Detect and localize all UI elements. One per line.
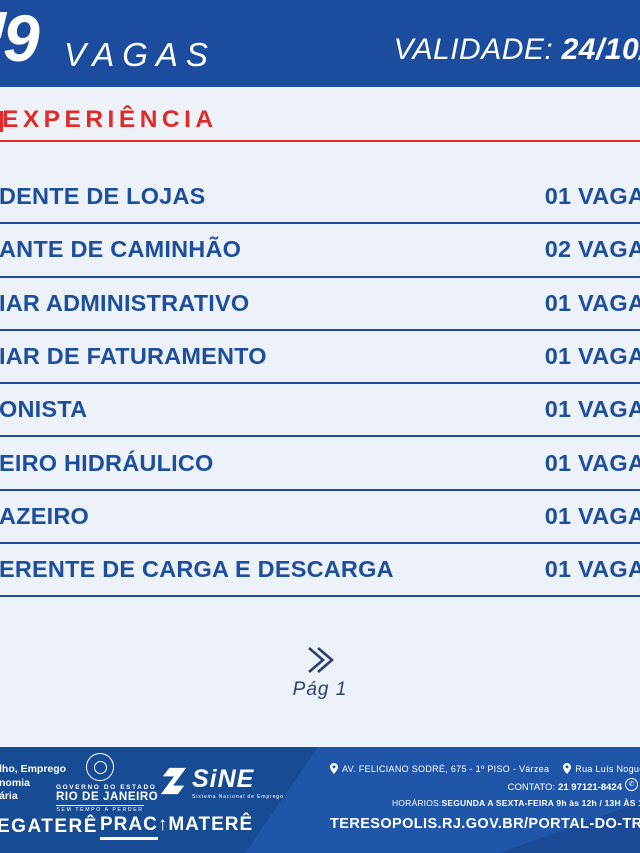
portal-url: TERESOPOLIS.RJ.GOV.BR/PORTAL-DO-TRAB [330,816,640,832]
job-name: ONISTA [0,396,88,423]
job-row: EIRO HIDRÁULICO 01 VAGA [0,437,640,491]
job-name: ANTE DE CAMINHÃO [0,236,242,263]
job-count: 01 VAGA [544,449,640,476]
job-name: IAR DE FATURAMENTO [0,343,267,370]
job-row: ERENTE DE CARGA E DESCARGA 01 VAGA [0,544,640,598]
gov-logo-line3: SEM TEMPO A PERDER [56,807,144,813]
section-title: EXPERIÊNCIA [2,106,218,133]
program-logo-right: PRAC↑MATERÊ [100,814,254,840]
address-1: AV. FELICIANO SODRÉ, 675 - 1º PISO - Vár… [330,763,549,774]
job-name: ERENTE DE CARGA E DESCARGA [0,556,394,583]
sine-logo-icon [160,767,187,795]
job-row: DENTE DE LOJAS 01 VAGA [0,171,640,225]
job-row: IAR ADMINISTRATIVO 01 VAGA [0,278,640,331]
rj-gov-crest-icon [86,753,114,781]
job-count: 01 VAGA [544,289,640,316]
sine-logo-name: SiNE [192,765,255,793]
rj-gov-logo: GOVERNO DO ESTADO RIO DE JANEIRO SEM TEM… [56,753,158,813]
pagination: Pág 1 [0,644,640,701]
address-1-text: AV. FELICIANO SODRÉ, 675 - 1º PISO - Vár… [342,763,550,774]
map-pin-icon [563,763,572,774]
job-count: 01 VAGA [544,343,640,370]
cut-letter-fragment [0,111,3,132]
page-number-label: Pág 1 [292,679,348,700]
sine-logo: SiNE Sistema Nacional de Emprego [160,767,284,800]
contact-number: 21 97121-8424 [558,782,622,793]
double-chevron-right-icon [308,647,334,673]
vacancies-number: 9 [3,1,40,75]
org-fragment: lho, Emprego [0,763,67,775]
header-banner: 9 VAGAS VALIDADE: 24/10/ [0,0,640,87]
address-row: AV. FELICIANO SODRÉ, 675 - 1º PISO - Vár… [330,763,640,774]
validity-date: 24/10/ [561,33,640,66]
up-arrow-icon: ↑ [157,814,169,835]
contact-line: CONTATO: 21 97121-8424 ✆ [507,777,638,793]
contact-label: CONTATO: [507,782,556,793]
program-right-suffix: MATERÊ [168,814,254,835]
job-row: AZEIRO 01 VAGA [0,491,640,545]
job-count: 02 VAGA [544,236,640,263]
vacancies-label: VAGAS [64,36,216,73]
org-fragment: ária [0,790,18,802]
job-row: ANTE DE CAMINHÃO 02 VAGA [0,224,640,278]
program-logo-left: EGATERÊ [0,816,98,837]
org-fragment: nomia [0,776,30,789]
job-list: DENTE DE LOJAS 01 VAGA ANTE DE CAMINHÃO … [0,171,640,598]
footer-banner: lho, Emprego nomia ária GOVERNO DO ESTAD… [0,747,640,853]
job-name: AZEIRO [0,502,89,529]
job-row: ONISTA 01 VAGA [0,384,640,438]
hours-time: 9h às 12h / 13H ÀS 18 [553,798,640,808]
whatsapp-icon: ✆ [625,777,638,791]
gov-logo-line2: RIO DE JANEIRO [56,791,158,806]
address-2-text: Rua Luís Noguet Júnio [575,763,640,774]
validity-label: VALIDADE: [393,33,554,66]
gov-logo-line1: GOVERNO DO ESTADO [56,784,157,791]
program-right-prefix: PRAC [100,814,158,840]
validity: VALIDADE: 24/10/ [394,33,640,67]
job-name: IAR ADMINISTRATIVO [0,289,250,316]
job-row: IAR DE FATURAMENTO 01 VAGA [0,331,640,385]
job-count: 01 VAGA [544,396,640,423]
job-count: 01 VAGA [544,502,640,529]
hours-line: HORÁRIOS:SEGUNDA A SEXTA-FEIRA 9h às 12h… [392,798,640,808]
address-2: Rua Luís Noguet Júnio [563,763,640,774]
job-count: 01 VAGA [544,556,640,583]
job-name: EIRO HIDRÁULICO [0,449,214,476]
map-pin-icon [330,763,338,774]
sine-logo-tagline: Sistema Nacional de Emprego [192,794,284,800]
job-name: DENTE DE LOJAS [0,183,206,210]
hours-label: HORÁRIOS: [391,798,442,808]
org-name-fragments: lho, Emprego nomia ária [0,763,66,804]
job-count: 01 VAGA [544,183,640,210]
section-underline [0,140,640,142]
hours-days: SEGUNDA A SEXTA-FEIRA [441,798,554,808]
